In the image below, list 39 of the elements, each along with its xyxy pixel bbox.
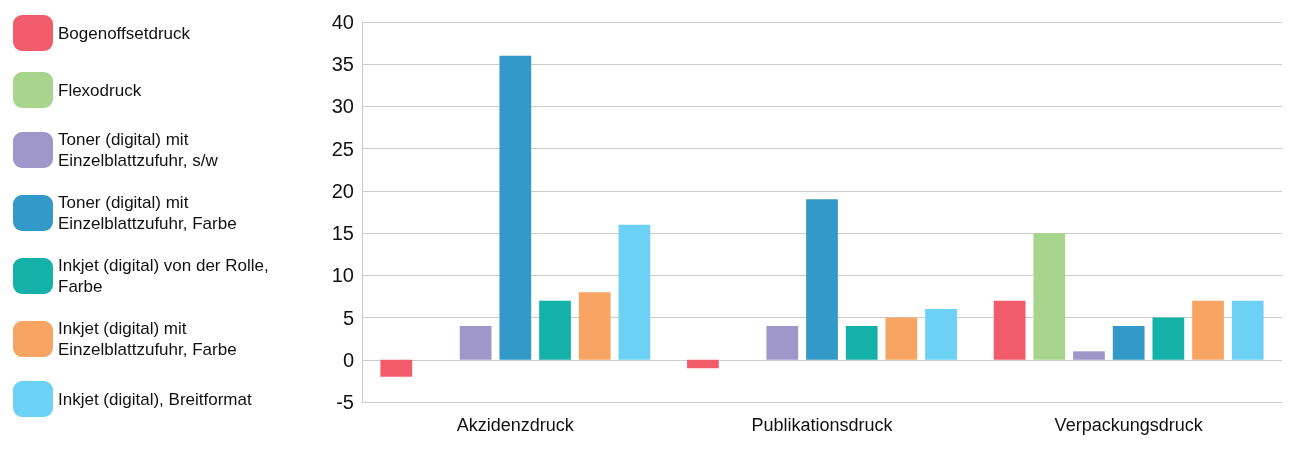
bar	[1033, 233, 1066, 360]
bar	[687, 359, 719, 369]
bar	[845, 326, 878, 360]
bar	[380, 359, 413, 377]
y-tick-label: 20	[331, 179, 354, 202]
y-tick-label: -5	[336, 391, 354, 413]
y-tick-label: 15	[331, 222, 354, 245]
bar	[806, 199, 838, 360]
x-tick-label: Publikationsdruck	[751, 415, 894, 435]
bar	[885, 317, 918, 360]
legend-label: Inkjet (digital) mit Einzelblattzufuhr, Farbe	[58, 319, 237, 359]
bar	[925, 309, 957, 360]
bar	[993, 300, 1026, 360]
bar	[1073, 351, 1105, 360]
bar	[1192, 300, 1224, 360]
bar	[618, 224, 651, 360]
y-tick-label: 35	[331, 53, 354, 76]
bar	[1112, 326, 1145, 360]
bar	[1152, 317, 1185, 360]
y-tick-label: 25	[331, 137, 354, 160]
x-tick-label: Akzidenzdruck	[456, 415, 575, 435]
bar	[539, 300, 571, 360]
y-tick-label: 0	[342, 348, 354, 371]
legend-label: Flexodruck	[58, 80, 142, 100]
bar	[766, 326, 799, 360]
y-tick-label: 30	[331, 95, 354, 118]
legend-label: Inkjet (digital), Breitformat	[58, 389, 252, 409]
bar	[578, 292, 611, 360]
legend-label: Toner (digital) mit Einzelblattzufuhr, s/w	[58, 130, 219, 170]
legend-label: Toner (digital) mit Einzelblattzufuhr, Farbe	[58, 193, 237, 233]
legend-label: Inkjet (digital) von der Rolle, Farbe	[58, 256, 274, 296]
bar	[499, 55, 532, 360]
legend-label: Bogenoffsetdruck	[58, 23, 191, 43]
bar	[1231, 300, 1264, 360]
y-tick-label: 10	[331, 264, 354, 287]
x-tick-label: Verpackungsdruck	[1054, 415, 1204, 435]
y-tick-label: 40	[331, 11, 354, 33]
y-tick-label: 5	[342, 306, 354, 329]
bar	[459, 326, 492, 360]
